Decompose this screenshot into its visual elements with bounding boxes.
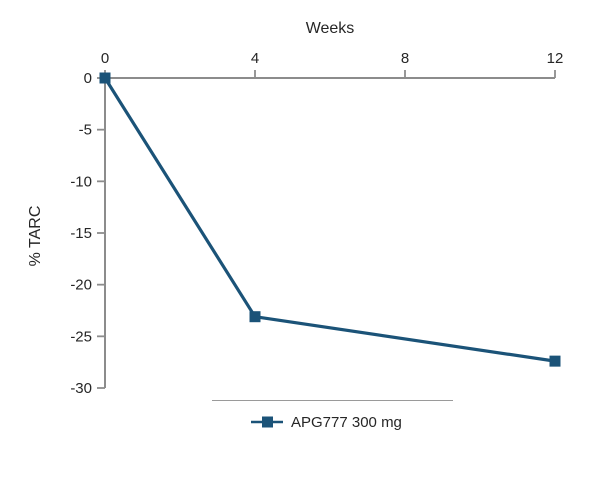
x-tick-label: 0 <box>101 50 109 67</box>
legend-marker-square-icon <box>262 416 273 428</box>
y-axis-title: % TARC <box>27 206 44 267</box>
y-tick-label: -20 <box>70 277 92 294</box>
data-point-marker <box>99 72 111 84</box>
y-tick-label: -10 <box>70 173 92 190</box>
x-tick-label: 8 <box>401 50 409 67</box>
y-tick-label: -30 <box>70 380 92 397</box>
data-point-marker <box>549 355 561 367</box>
y-tick-label: -25 <box>70 328 92 345</box>
y-tick-label: 0 <box>84 70 92 87</box>
legend-label: APG777 300 mg <box>291 414 402 431</box>
y-tick-label: -15 <box>70 225 92 242</box>
legend: APG777 300 mg <box>212 400 453 431</box>
series-line <box>103 76 557 363</box>
series-apg777 <box>99 72 561 367</box>
data-point-marker <box>249 311 261 323</box>
x-axis-title: Weeks <box>306 20 355 37</box>
axes: 0 4 8 12 0 -5 -10 -15 -20 -25 -30 <box>70 50 563 397</box>
y-tick-label: -5 <box>79 122 92 139</box>
x-tick-label: 12 <box>547 50 564 67</box>
x-tick-label: 4 <box>251 50 259 67</box>
